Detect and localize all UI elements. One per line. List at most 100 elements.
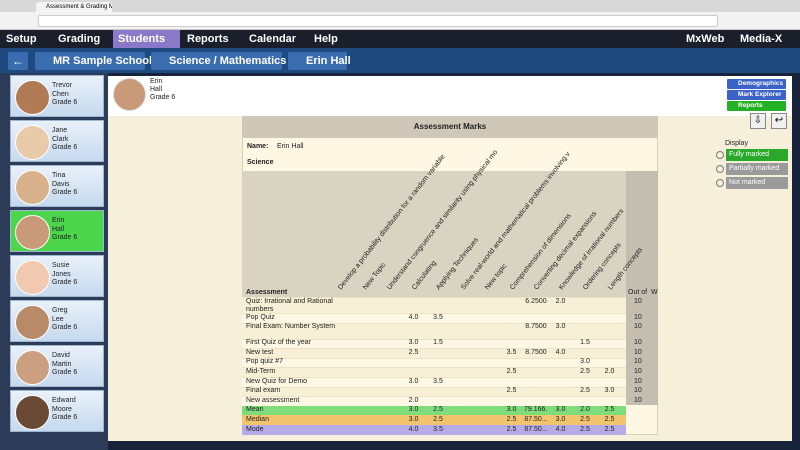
assessment-name[interactable]: Mid-Term	[246, 367, 276, 375]
avatar	[15, 80, 50, 115]
action-button[interactable]: Reports	[727, 101, 786, 111]
student-card[interactable]: Jane Clark Grade 6	[10, 120, 104, 162]
nav-item[interactable]: Setup	[6, 33, 37, 45]
export-button[interactable]: ⇩	[750, 113, 766, 129]
assessment-name[interactable]: Final Exam: Number System	[246, 323, 336, 331]
assessment-name[interactable]: Quiz: Irrational and Rational numbers	[246, 297, 333, 314]
nav-item[interactable]: Students	[118, 33, 166, 45]
mark[interactable]: 6.2500	[525, 297, 547, 305]
avatar	[15, 395, 50, 430]
student-grade: Grade 6	[52, 99, 78, 106]
mark[interactable]: 3.0	[555, 323, 566, 331]
out-of: 10	[634, 323, 642, 331]
assessment-name[interactable]: First Quiz of the year	[246, 339, 311, 347]
avatar	[15, 170, 50, 205]
nav-right[interactable]: Media-X	[740, 33, 783, 45]
mark[interactable]: 2.5	[506, 387, 517, 395]
summary-value: 2.5	[580, 425, 590, 433]
summary-value: 3.0	[555, 415, 566, 423]
student-card[interactable]: Greg Lee Grade 6	[10, 300, 104, 342]
assessment-name[interactable]: New assessment	[246, 396, 300, 404]
student-card[interactable]: Tina Davis Grade 6	[10, 165, 104, 207]
mark[interactable]: 2.0	[604, 367, 615, 375]
action-button[interactable]: Demographics	[727, 79, 786, 89]
display-option[interactable]: Not marked	[726, 177, 788, 189]
student-grade: Grade 6	[52, 234, 78, 241]
assessment-name[interactable]: Final exam	[246, 387, 281, 395]
option-check[interactable]	[716, 165, 724, 173]
nav-item[interactable]: Reports	[187, 33, 229, 45]
summary-name: Mean	[246, 406, 264, 414]
nav-right[interactable]: MxWeb	[686, 33, 725, 45]
student-first: Tina	[52, 172, 66, 179]
mark[interactable]: 2.5	[408, 348, 419, 356]
assessment-name[interactable]: Pop Quiz	[246, 313, 275, 321]
subject: Science	[247, 159, 274, 166]
out-of-column	[626, 171, 658, 405]
mark[interactable]: 4.0	[408, 313, 419, 321]
student-first: Trevor	[52, 82, 72, 89]
mark[interactable]: 1.5	[580, 339, 590, 347]
nav-bar	[0, 30, 800, 48]
summary-name: Mode	[246, 425, 264, 433]
undo-button[interactable]: ↩	[771, 113, 787, 129]
breadcrumb[interactable]: Science / Mathematics	[151, 52, 286, 70]
header-last: Hall	[150, 86, 163, 93]
mark[interactable]: 3.5	[506, 348, 517, 356]
mark[interactable]: 8.7500	[525, 323, 547, 331]
action-button[interactable]: Mark Explorer	[727, 90, 786, 100]
breadcrumb[interactable]: Erin Hall	[288, 52, 351, 70]
assessment-name[interactable]: Pop quiz #7	[246, 358, 283, 366]
mark[interactable]: 3.5	[433, 313, 443, 321]
breadcrumb[interactable]: MR Sample School	[35, 52, 152, 70]
mark[interactable]: 8.7500	[525, 348, 547, 356]
url-field[interactable]	[38, 15, 718, 27]
row-bg	[242, 348, 626, 358]
mark[interactable]: 1.5	[433, 339, 443, 347]
nav-item[interactable]: Calendar	[249, 33, 297, 45]
summary-value: 2.5	[433, 406, 443, 414]
out-of: 10	[634, 339, 642, 347]
avatar	[15, 125, 50, 160]
mark[interactable]: 3.0	[580, 358, 590, 366]
summary-name: Median	[246, 415, 269, 423]
mark[interactable]: 2.5	[506, 367, 517, 375]
option-check[interactable]	[716, 151, 724, 159]
mark[interactable]: 2.0	[408, 396, 419, 404]
row-bg	[242, 377, 626, 387]
assessment-name[interactable]: New test	[246, 348, 274, 356]
mark[interactable]: 2.0	[555, 297, 566, 305]
nav-item[interactable]: Grading	[58, 33, 101, 45]
mark[interactable]: 3.0	[604, 387, 615, 395]
out-of: 10	[634, 297, 642, 305]
browser-tab[interactable]: Assessment & Grading Ma	[36, 2, 112, 12]
display-option[interactable]: Partially marked	[726, 163, 788, 175]
mark[interactable]: 3.0	[408, 377, 419, 385]
option-check[interactable]	[716, 179, 724, 187]
nav-active	[113, 30, 180, 48]
student-first: Edward	[52, 397, 76, 404]
nav-item[interactable]: Help	[314, 33, 338, 45]
mark[interactable]: 3.5	[433, 377, 443, 385]
student-card[interactable]: Trevor Chen Grade 6	[10, 75, 104, 117]
student-card[interactable]: Susie Jones Grade 6	[10, 255, 104, 297]
student-card[interactable]: Erin Hall Grade 6	[10, 210, 104, 252]
mark[interactable]: 4.0	[555, 348, 566, 356]
display-label: Display	[725, 140, 748, 147]
row-bg	[242, 313, 626, 323]
mark[interactable]: 3.0	[408, 339, 419, 347]
student-grade: Grade 6	[52, 189, 78, 196]
display-option[interactable]: Fully marked	[726, 149, 788, 161]
summary-value: 87.50...	[524, 415, 548, 423]
assessment-name[interactable]: New Quiz for Demo	[246, 377, 308, 385]
out-of: 10	[634, 396, 642, 404]
student-last: Davis	[52, 180, 70, 188]
row-bg	[242, 396, 626, 406]
student-card[interactable]: Edward Moore Grade 6	[10, 390, 104, 432]
student-last: Jones	[52, 270, 71, 278]
student-card[interactable]: David Martin Grade 6	[10, 345, 104, 387]
back-button[interactable]: ←	[8, 52, 28, 70]
mark[interactable]: 2.5	[580, 387, 590, 395]
mark[interactable]: 2.5	[580, 367, 590, 375]
